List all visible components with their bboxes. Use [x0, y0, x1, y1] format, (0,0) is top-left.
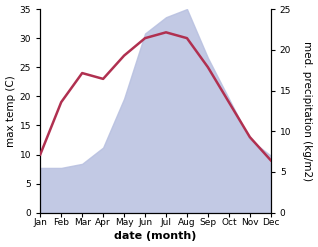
- Y-axis label: med. precipitation (kg/m2): med. precipitation (kg/m2): [302, 41, 313, 181]
- Y-axis label: max temp (C): max temp (C): [5, 75, 16, 147]
- X-axis label: date (month): date (month): [114, 231, 197, 242]
